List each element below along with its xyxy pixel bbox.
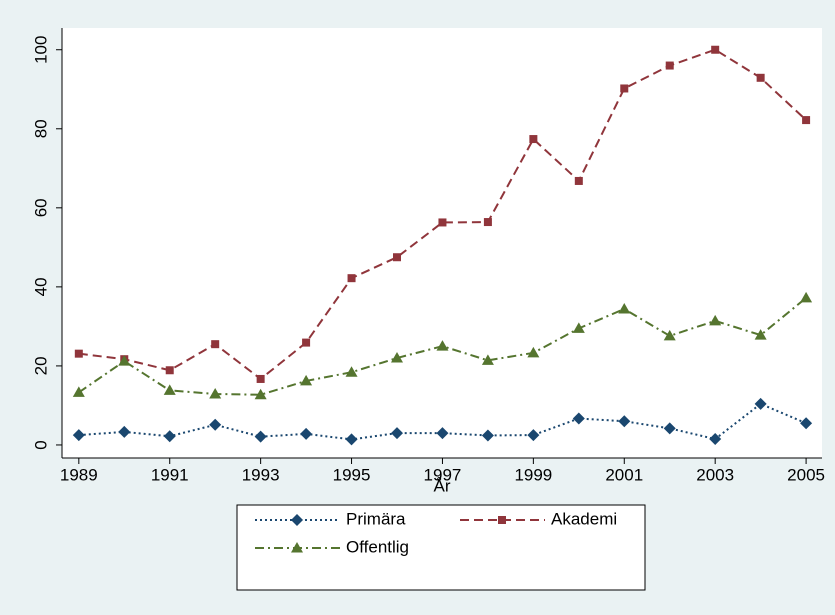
- marker: [302, 338, 311, 347]
- marker: [527, 346, 540, 358]
- marker: [618, 303, 631, 314]
- marker: [572, 322, 585, 333]
- marker: [481, 429, 494, 442]
- marker: [300, 427, 313, 440]
- marker: [754, 329, 767, 340]
- y-tick-label: 80: [31, 119, 50, 138]
- marker: [711, 45, 720, 54]
- marker: [209, 387, 222, 399]
- legend-label: Akademi: [551, 509, 617, 528]
- x-tick-label: 1991: [151, 465, 189, 484]
- marker: [391, 427, 403, 440]
- marker: [527, 429, 540, 442]
- marker: [709, 433, 722, 446]
- marker: [665, 61, 674, 70]
- marker: [345, 433, 358, 446]
- y-tick-label: 20: [31, 356, 50, 375]
- x-tick-label: 1995: [333, 465, 371, 484]
- legend-label: Primära: [346, 509, 406, 528]
- marker: [802, 116, 811, 125]
- marker: [347, 274, 356, 283]
- x-tick-label: 2005: [787, 465, 825, 484]
- marker: [300, 374, 313, 386]
- y-tick-label: 60: [31, 198, 50, 217]
- marker: [481, 354, 494, 365]
- x-tick-label: 1999: [514, 465, 552, 484]
- x-tick-label: 2001: [605, 465, 643, 484]
- y-tick-label: 100: [31, 36, 50, 64]
- marker: [118, 355, 131, 366]
- marker: [529, 135, 538, 144]
- marker: [754, 397, 767, 410]
- marker: [209, 418, 222, 431]
- marker: [256, 374, 265, 383]
- marker: [483, 218, 492, 227]
- y-tick-label: 40: [31, 277, 50, 296]
- marker: [663, 422, 676, 435]
- marker: [291, 514, 303, 526]
- marker: [74, 349, 83, 358]
- series-line: [78, 48, 807, 381]
- x-tick-label: 2003: [696, 465, 734, 484]
- marker: [163, 430, 176, 443]
- x-axis-title: År: [434, 476, 451, 495]
- marker: [211, 340, 220, 349]
- marker: [393, 253, 401, 262]
- marker: [291, 542, 303, 553]
- marker: [498, 516, 506, 524]
- legend-label: Offentlig: [346, 537, 409, 556]
- marker: [436, 340, 449, 351]
- marker: [756, 73, 765, 82]
- marker: [620, 84, 629, 93]
- marker: [254, 388, 267, 400]
- marker: [72, 386, 85, 397]
- marker: [165, 366, 174, 375]
- marker: [118, 425, 131, 438]
- marker: [574, 176, 583, 185]
- marker: [709, 314, 722, 326]
- marker: [800, 417, 813, 430]
- marker: [436, 427, 449, 440]
- marker: [572, 412, 585, 425]
- marker: [663, 329, 676, 341]
- marker: [800, 291, 813, 303]
- x-tick-label: 1993: [242, 465, 280, 484]
- marker: [72, 429, 85, 442]
- marker: [391, 352, 403, 363]
- marker: [254, 430, 267, 443]
- marker: [618, 415, 631, 428]
- x-tick-label: 1989: [60, 465, 98, 484]
- plot-area: [62, 28, 822, 458]
- marker: [163, 384, 176, 395]
- marker: [345, 366, 358, 377]
- marker: [438, 218, 447, 227]
- y-tick-label: 0: [31, 440, 50, 449]
- x-tick-label: 1997: [424, 465, 462, 484]
